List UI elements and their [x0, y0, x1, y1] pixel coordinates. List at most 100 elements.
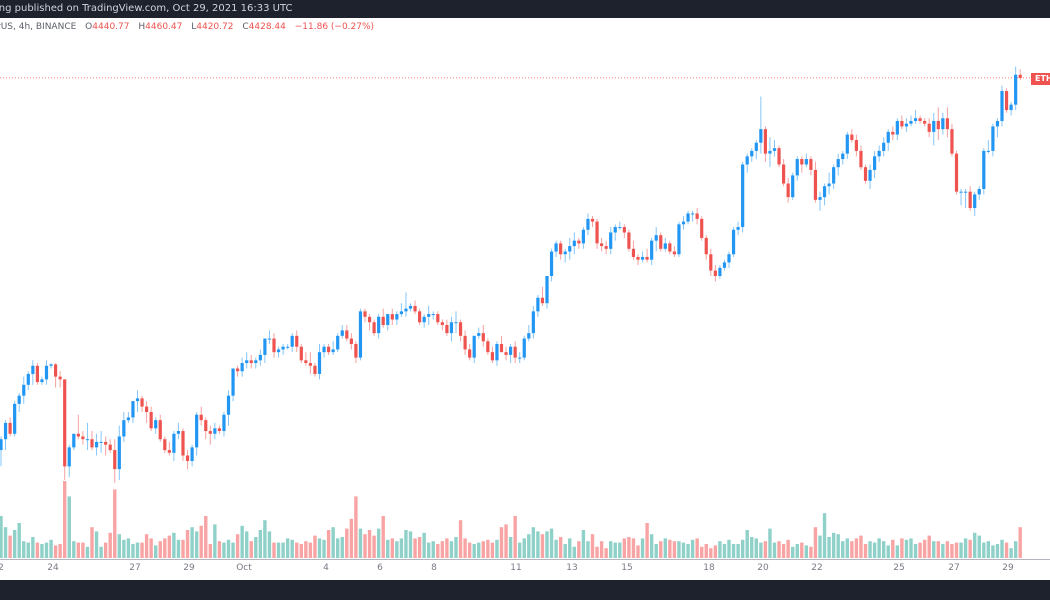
candle: [358, 308, 363, 361]
candle: [918, 115, 922, 124]
candle: [645, 248, 649, 263]
volume-bar: [372, 535, 376, 558]
candle: [527, 324, 531, 342]
candle-body: [631, 248, 636, 257]
candle: [681, 216, 686, 230]
volume-bar: [527, 534, 531, 558]
volume-bar: [613, 542, 617, 558]
candle: [31, 360, 35, 385]
candle: [67, 444, 71, 478]
candle-body: [540, 297, 545, 304]
candle-body: [1018, 74, 1022, 78]
candles: [0, 66, 1022, 483]
volume-bar: [831, 532, 836, 558]
candle-body: [126, 417, 130, 421]
candle-body: [236, 368, 240, 372]
volume-bar: [977, 535, 981, 558]
candle: [759, 96, 763, 154]
candle: [877, 145, 881, 162]
candle-body: [854, 140, 858, 151]
candle: [595, 218, 599, 249]
candle-body: [31, 365, 35, 374]
candle: [845, 131, 849, 160]
candle-body: [768, 150, 772, 154]
candle: [836, 153, 840, 176]
candle: [463, 330, 467, 355]
volume-bar: [549, 528, 554, 558]
candle-body: [372, 322, 376, 334]
volume-bar: [458, 520, 463, 558]
candle-body: [440, 322, 444, 325]
candle: [222, 412, 226, 437]
candle-body: [49, 364, 53, 366]
volume-bar: [144, 534, 149, 558]
volume-bar: [349, 518, 354, 558]
volume-bar: [417, 537, 422, 558]
candle-body: [700, 218, 704, 238]
volume-bar: [231, 542, 235, 558]
candle: [991, 123, 995, 157]
volume-bar: [718, 541, 722, 558]
candle-body: [122, 420, 126, 437]
candle-body: [176, 431, 181, 434]
volume-bar: [3, 527, 8, 558]
candle: [540, 286, 545, 306]
volume-bar: [131, 544, 135, 558]
candle-body: [67, 447, 71, 467]
volume-bar: [281, 542, 285, 558]
volume-bar: [950, 544, 954, 558]
candlestick-chart[interactable]: [0, 34, 1050, 559]
candle: [477, 327, 481, 339]
volume-bar: [440, 541, 445, 558]
volume-bar: [481, 541, 485, 558]
volume-bar: [695, 538, 699, 558]
candle: [422, 314, 426, 328]
candle: [418, 308, 422, 325]
candle-body: [645, 256, 649, 260]
volume-bar: [672, 541, 677, 558]
time-axis[interactable]: 2 24 27 29 Oct 4 6 8 11 13 15 18 20 22 25 27 29: [0, 559, 1050, 581]
candle: [258, 349, 262, 366]
candle-body: [26, 373, 30, 385]
close-label: C: [242, 22, 249, 32]
candle: [531, 305, 535, 339]
candle-body: [0, 439, 3, 451]
candle: [604, 240, 608, 255]
volume-bar: [449, 541, 454, 558]
time-axis-tick: Oct: [236, 563, 252, 573]
volume-bar: [390, 538, 394, 558]
volume-bar: [26, 542, 30, 558]
volume-bar: [991, 545, 995, 558]
candle-body: [804, 159, 808, 165]
volume-bar: [599, 541, 604, 558]
candle: [63, 379, 67, 480]
candle-body: [308, 363, 312, 366]
candle: [236, 365, 240, 377]
candle-body: [231, 368, 235, 396]
candle-body: [923, 120, 927, 124]
candle: [345, 324, 349, 342]
candle: [154, 417, 158, 434]
candle-body: [272, 338, 276, 353]
volume-bar: [781, 544, 786, 558]
volume-bar: [854, 538, 859, 558]
candle-body: [8, 422, 12, 434]
candle: [185, 450, 190, 470]
volume-bar: [404, 530, 408, 558]
candle-body: [604, 246, 608, 249]
candle-body: [76, 433, 80, 437]
volume-bar: [190, 527, 194, 558]
candle-body: [81, 436, 85, 440]
candle: [631, 240, 636, 260]
volume-bar: [522, 538, 526, 558]
volume-bar: [290, 539, 294, 558]
volume-bar: [254, 537, 258, 558]
candle: [982, 148, 986, 195]
volume-bar: [936, 541, 940, 558]
price-tag-label: ETH: [1035, 74, 1050, 83]
volume-bar: [249, 541, 253, 558]
candle-body: [722, 262, 727, 268]
candle-body: [135, 398, 140, 402]
volume-bar: [677, 541, 681, 558]
candle-body: [154, 420, 158, 429]
